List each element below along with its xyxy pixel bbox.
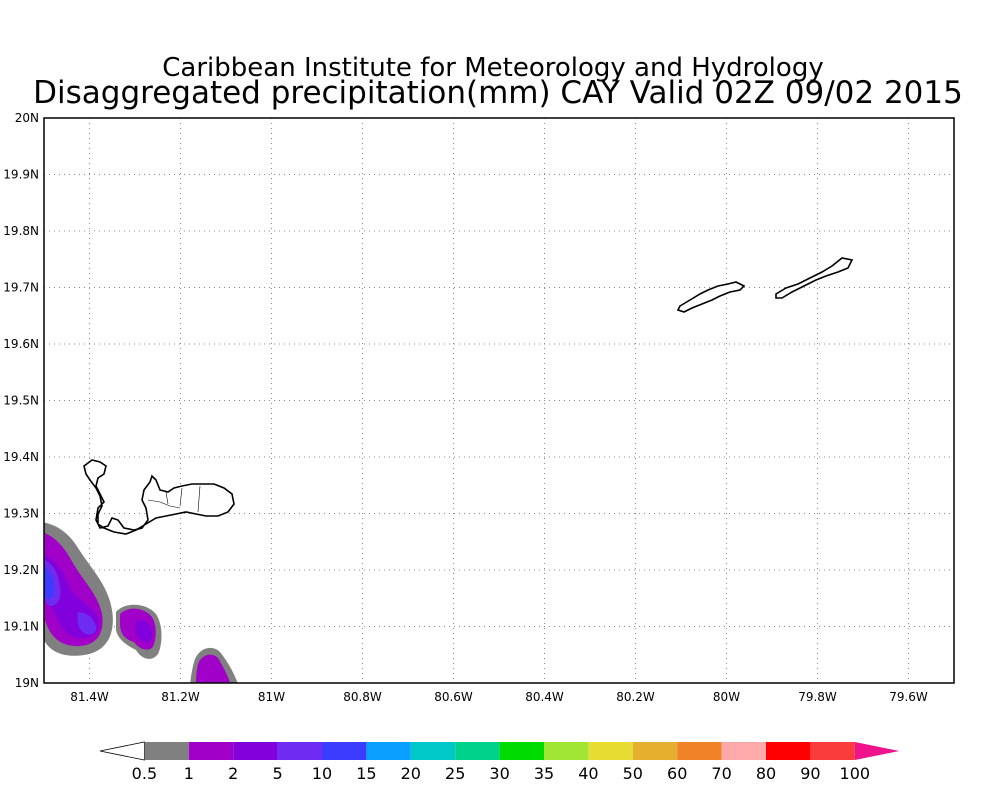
cayman-brac-island (676, 281, 746, 313)
colorbar-swatch (322, 742, 367, 760)
lat-tick-label: 19N (15, 676, 39, 690)
lon-tick-label: 80.4W (525, 690, 564, 704)
lon-tick-label: 81.2W (161, 690, 200, 704)
lon-tick-label: 80W (713, 690, 740, 704)
lat-tick-label: 19.4N (3, 450, 39, 464)
title-line-2: Disaggregated precipitation(mm) CAY Vali… (33, 75, 963, 111)
colorbar-swatch (766, 742, 811, 760)
colorbar-label: 35 (534, 764, 554, 783)
colorbar-swatch (810, 742, 855, 760)
lon-tick-label: 81.4W (70, 690, 109, 704)
little-cayman-island (775, 257, 854, 299)
lat-tick-label: 19.7N (3, 281, 39, 295)
colorbar-swatch (721, 742, 766, 760)
colorbar-label: 30 (489, 764, 509, 783)
title-line-1: Caribbean Institute for Meteorology and … (162, 53, 823, 83)
latitude-tick-labels: 20N 19.9N 19.8N 19.7N 19.6N 19.5N 19.4N … (3, 111, 39, 690)
colorbar-swatch (188, 742, 234, 760)
lat-tick-label: 19.9N (3, 168, 39, 182)
colorbar-label: 80 (756, 764, 776, 783)
precipitation-field (44, 522, 238, 683)
colorbar-label: 5 (273, 764, 283, 783)
colorbar-swatch (366, 742, 411, 760)
lon-tick-label: 81W (258, 690, 285, 704)
colorbar-label: 0.5 (132, 764, 157, 783)
precip-area-purple-5 (196, 654, 231, 683)
longitude-tick-labels: 81.4W 81.2W 81W 80.8W 80.6W 80.4W 80.2W … (70, 690, 928, 704)
colorbar-labels: 0.5 1 2 5 10 15 20 25 30 35 40 50 60 70 … (132, 764, 870, 783)
colorbar (99, 741, 900, 761)
lon-tick-label: 80.6W (434, 690, 473, 704)
colorbar-label: 40 (578, 764, 598, 783)
map-gridlines (44, 118, 954, 683)
colorbar-label: 100 (840, 764, 871, 783)
colorbar-label: 1 (184, 764, 194, 783)
grand-cayman-island (83, 459, 235, 535)
colorbar-swatch (499, 742, 544, 760)
lat-tick-label: 19.2N (3, 563, 39, 577)
colorbar-swatch (854, 742, 900, 760)
map-frame (43, 117, 955, 684)
colorbar-swatch (99, 741, 145, 761)
colorbar-label: 60 (667, 764, 687, 783)
lon-tick-label: 80.2W (616, 690, 655, 704)
lon-tick-label: 80.8W (343, 690, 382, 704)
lat-tick-label: 19.5N (3, 394, 39, 408)
colorbar-label: 2 (228, 764, 238, 783)
colorbar-swatch (588, 742, 633, 760)
colorbar-swatch (632, 742, 678, 760)
precip-area-violet-2 (77, 612, 97, 635)
colorbar-swatch (233, 742, 278, 760)
colorbar-swatch (544, 742, 589, 760)
lon-tick-label: 79.6W (889, 690, 928, 704)
colorbar-swatch (677, 742, 722, 760)
lon-tick-label: 79.8W (798, 690, 837, 704)
colorbar-label: 15 (356, 764, 376, 783)
grand-cayman-inner-lines (147, 485, 201, 513)
colorbar-label: 70 (711, 764, 731, 783)
precip-area-blue (44, 566, 54, 599)
colorbar-label: 90 (800, 764, 820, 783)
precip-area-purple-4 (135, 620, 153, 643)
colorbar-swatch (277, 742, 322, 760)
colorbar-swatch (455, 742, 500, 760)
colorbar-label: 10 (312, 764, 332, 783)
lat-tick-label: 19.8N (3, 224, 39, 238)
lat-tick-label: 19.3N (3, 507, 39, 521)
colorbar-swatch (144, 742, 189, 760)
colorbar-label: 20 (401, 764, 421, 783)
lat-tick-label: 20N (15, 111, 39, 125)
lat-tick-label: 19.6N (3, 337, 39, 351)
coastlines (83, 257, 854, 535)
colorbar-swatch (410, 742, 456, 760)
colorbar-label: 50 (623, 764, 643, 783)
colorbar-label: 25 (445, 764, 465, 783)
lat-tick-label: 19.1N (3, 620, 39, 634)
